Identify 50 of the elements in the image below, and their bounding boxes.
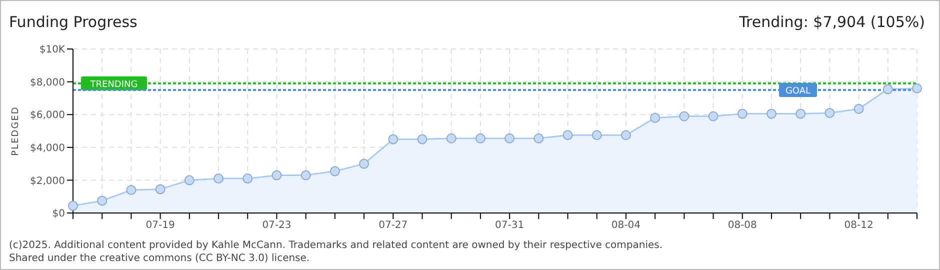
point <box>882 84 893 94</box>
point <box>475 133 486 144</box>
point <box>359 158 370 169</box>
point <box>330 166 340 176</box>
point <box>388 134 398 144</box>
text: (c)2025. Additional content provided by Kahle McCann. Trademarks and related content are owned by their respective companies. <box>9 240 663 251</box>
point <box>97 196 108 206</box>
point <box>824 108 835 118</box>
ref-line-label: TRENDING <box>89 80 138 90</box>
chart-title: Funding Progress <box>9 13 138 31</box>
text: Trending: $7,904 (105%) <box>739 13 925 31</box>
point <box>766 108 776 119</box>
point <box>184 175 194 186</box>
x-tick-label: 07-27 <box>378 220 408 232</box>
y-axis-title: PLEDGED <box>11 106 22 156</box>
point <box>272 170 282 180</box>
point <box>679 111 690 122</box>
y-tick-label: $6,000 <box>30 110 65 122</box>
point <box>534 133 544 144</box>
point <box>155 184 166 194</box>
point <box>737 108 748 119</box>
point <box>854 104 864 114</box>
y-tick-label: $2,000 <box>30 176 65 187</box>
point <box>446 133 456 144</box>
y-tick-label: $8,000 <box>30 77 65 88</box>
y-tick-label: $10K <box>39 44 66 56</box>
point <box>504 133 515 144</box>
y-tick-label: $0 <box>52 208 65 220</box>
point <box>126 185 136 196</box>
point <box>68 200 78 211</box>
point <box>650 112 660 123</box>
text: Shared under the creative commons (CC BY-NC 3.0) license. <box>9 253 310 264</box>
point <box>300 170 311 180</box>
point <box>214 174 224 184</box>
point <box>708 111 718 122</box>
y-tick-label: $4,000 <box>30 142 65 154</box>
x-tick-label: 07-19 <box>146 220 175 232</box>
x-tick-label: 07-23 <box>262 220 292 232</box>
x-tick-label: 08-08 <box>728 220 757 232</box>
x-tick-label: 08-12 <box>844 220 874 232</box>
point <box>912 83 922 94</box>
point <box>562 130 573 140</box>
point <box>796 108 806 119</box>
x-tick-label: 07-31 <box>495 220 524 232</box>
point <box>417 134 428 144</box>
x-tick-label: 08-04 <box>611 220 640 232</box>
point <box>620 130 631 140</box>
ref-line-label: GOAL <box>785 86 811 96</box>
point <box>242 174 253 184</box>
point <box>592 130 602 140</box>
